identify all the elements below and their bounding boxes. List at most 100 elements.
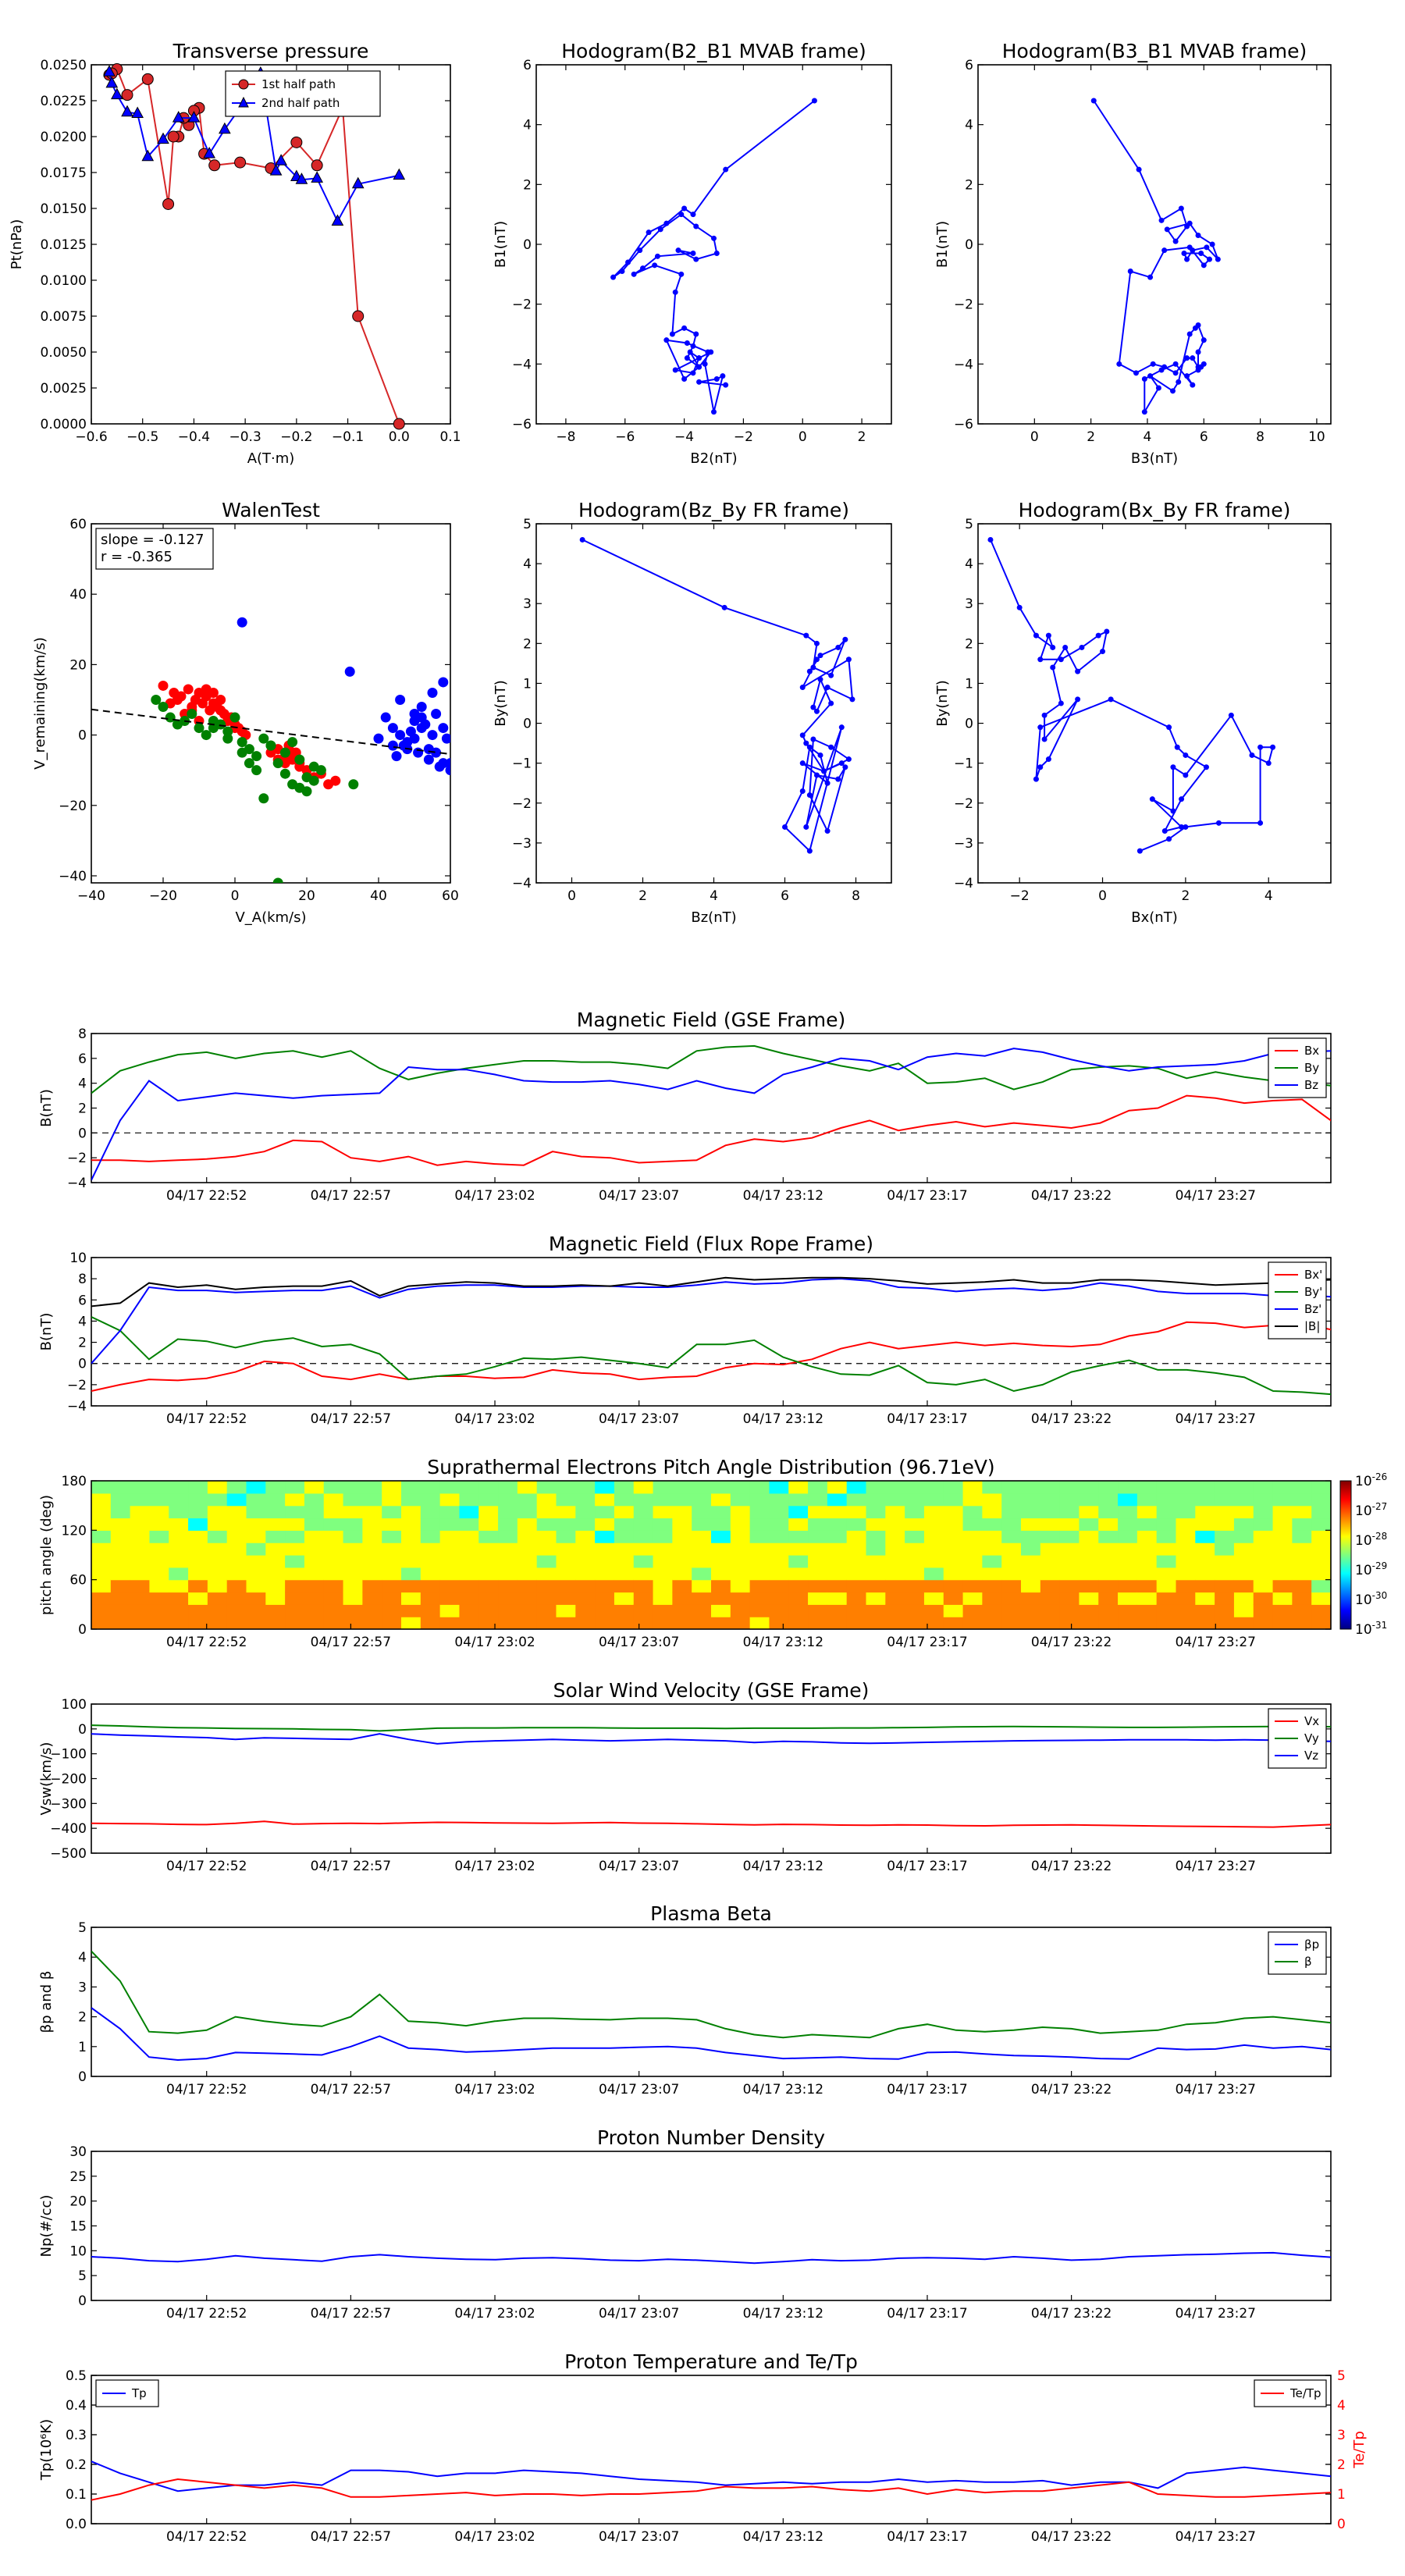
heatmap-cell — [536, 1530, 557, 1543]
heatmap-cell — [556, 1530, 576, 1543]
data-point — [167, 130, 180, 143]
data-point — [637, 247, 643, 254]
x-tick-label: 04/17 23:07 — [599, 1411, 679, 1427]
data-point — [702, 361, 708, 367]
heatmap-cell — [517, 1617, 538, 1629]
heatmap-cell — [265, 1567, 286, 1581]
chart-title: Proton Number Density — [597, 2126, 825, 2149]
series-line-Vx — [91, 1820, 1331, 1828]
heatmap-cell — [692, 1505, 712, 1519]
scatter-point — [222, 726, 233, 737]
heatmap-cell — [246, 1505, 266, 1519]
data-point — [131, 106, 144, 119]
stats-text: r = -0.365 — [101, 549, 173, 565]
data-point — [711, 235, 717, 241]
heatmap-cell — [1098, 1530, 1119, 1543]
chart-title: Transverse pressure — [173, 40, 369, 62]
heatmap-cell — [1195, 1542, 1215, 1556]
y-tick-label: 40 — [69, 587, 87, 603]
data-point — [1164, 226, 1170, 233]
heatmap-cell — [556, 1567, 576, 1581]
heatmap-cell — [304, 1481, 325, 1494]
data-point — [687, 349, 693, 355]
legend-label: β — [1304, 1955, 1312, 1969]
data-point — [799, 685, 806, 691]
heatmap-cell — [633, 1567, 654, 1581]
data-point — [1136, 848, 1143, 854]
y-tick-label: 2 — [78, 2010, 87, 2026]
heatmap-cell — [905, 1530, 925, 1543]
heatmap-cell — [923, 1567, 944, 1581]
y-tick-label: −4 — [954, 357, 973, 372]
y-tick-label: 0.0200 — [41, 130, 87, 145]
heatmap-cell — [130, 1592, 151, 1605]
data-point — [1108, 696, 1114, 703]
heatmap-cell — [536, 1505, 557, 1519]
data-point — [1170, 764, 1176, 770]
heatmap-cell — [556, 1505, 576, 1519]
heatmap-cell — [575, 1505, 596, 1519]
heatmap-cell — [982, 1579, 1002, 1593]
heatmap-cell — [1292, 1517, 1312, 1531]
hodo_b3_b1-panel: Hodogram(B3_B1 MVAB frame) 0 2 4 6 8 10 −6 −4 −2 0… — [934, 40, 1332, 467]
heatmap-cell — [401, 1592, 422, 1605]
heatmap-cell — [788, 1505, 809, 1519]
heatmap-cell — [788, 1617, 809, 1629]
data-point — [806, 744, 813, 750]
heatmap-cell — [575, 1555, 596, 1568]
heatmap-cell — [304, 1617, 325, 1629]
heatmap-cell — [498, 1505, 518, 1519]
heatmap-cell — [653, 1592, 673, 1605]
heatmap-cell — [420, 1542, 441, 1556]
colorbar-tick-label: 10-29 — [1355, 1560, 1387, 1578]
heatmap-cell — [207, 1555, 228, 1568]
heatmap-cell — [420, 1604, 441, 1617]
heatmap-cell — [923, 1617, 944, 1629]
heatmap-cell — [1098, 1481, 1119, 1494]
heatmap-cell — [1233, 1555, 1254, 1568]
heatmap-cell — [1233, 1493, 1254, 1507]
data-point — [1127, 269, 1133, 274]
heatmap-cell — [943, 1579, 964, 1593]
legend-label: Vx — [1304, 1714, 1319, 1728]
data-point — [1141, 376, 1147, 382]
data-point — [610, 274, 617, 280]
scatter-point — [158, 702, 169, 713]
heatmap-cell — [1272, 1592, 1293, 1605]
x-tick-label: 2 — [638, 888, 647, 904]
heatmap-cell — [1136, 1555, 1158, 1568]
x-tick-label: 04/17 22:57 — [311, 2306, 391, 2322]
heatmap-cell — [459, 1592, 479, 1605]
heatmap-cell — [517, 1505, 538, 1519]
heatmap-cell — [1136, 1517, 1158, 1531]
series-line-Bx — [91, 1094, 1331, 1166]
data-point — [1183, 824, 1189, 830]
heatmap-cell — [382, 1481, 402, 1494]
heatmap-cell — [749, 1493, 770, 1507]
y-tick-label: −2 — [512, 297, 532, 313]
heatmap-cell — [1098, 1617, 1119, 1629]
plot-frame — [535, 64, 892, 425]
heatmap-cell — [1059, 1542, 1080, 1556]
x-tick-label: 04/17 23:02 — [454, 1188, 535, 1204]
heatmap-cell — [1021, 1617, 1041, 1629]
data-point — [121, 89, 133, 101]
data-point — [817, 676, 823, 682]
heatmap-cell — [614, 1481, 635, 1494]
data-point — [1158, 367, 1165, 373]
data-point — [810, 704, 816, 710]
heatmap-cell — [1233, 1617, 1254, 1629]
heatmap-cell — [730, 1530, 751, 1543]
y-tick-label: 0.0175 — [41, 165, 87, 181]
heatmap-cell — [827, 1530, 848, 1543]
y-tick-label: 0 — [78, 1622, 87, 1638]
heatmap-cell — [517, 1592, 538, 1605]
data-point — [810, 664, 816, 671]
heatmap-cell — [595, 1555, 615, 1568]
heatmap-cell — [730, 1517, 751, 1531]
y-tick-label: 5 — [78, 1920, 87, 1936]
heatmap-cell — [653, 1555, 673, 1568]
heatmap-cell — [1021, 1604, 1041, 1617]
y-tick-label: 0.0025 — [41, 381, 87, 397]
x-tick-label: 10 — [1308, 429, 1325, 445]
